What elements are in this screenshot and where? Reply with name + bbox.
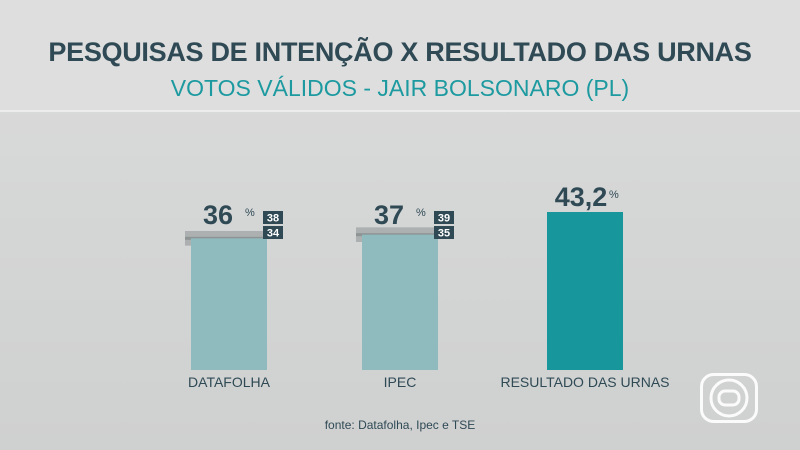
percent-sign: % bbox=[609, 189, 619, 201]
percent-sign: % bbox=[245, 207, 255, 219]
source-note: fonte: Datafolha, Ipec e TSE bbox=[324, 418, 476, 432]
chart-subtitle: VOTOS VÁLIDOS - JAIR BOLSONARO (PL) bbox=[170, 75, 630, 101]
chart-title: PESQUISAS DE INTENÇÃO X RESULTADO DAS UR… bbox=[48, 37, 752, 67]
bar bbox=[547, 212, 623, 370]
percent-sign: % bbox=[416, 207, 426, 219]
value-label: 37 bbox=[374, 200, 404, 230]
moe-high-label: 39 bbox=[438, 213, 450, 225]
value-label: 43,2 bbox=[555, 182, 608, 212]
moe-high-badge bbox=[434, 211, 454, 224]
moe-high-badge bbox=[263, 211, 283, 224]
value-label: 36 bbox=[203, 200, 233, 230]
category-label: DATAFOLHA bbox=[188, 374, 271, 390]
moe-low-label: 34 bbox=[267, 228, 280, 240]
tv-globo-logo bbox=[700, 373, 758, 423]
moe-high-label: 38 bbox=[267, 213, 279, 225]
moe-low-badge bbox=[263, 226, 283, 239]
bar bbox=[191, 238, 267, 370]
moe-low-label: 35 bbox=[438, 228, 450, 240]
category-label: IPEC bbox=[384, 374, 417, 390]
category-label: RESULTADO DAS URNAS bbox=[500, 374, 669, 390]
header-band bbox=[0, 0, 800, 112]
bar bbox=[362, 234, 438, 370]
moe-low-badge bbox=[434, 226, 454, 239]
